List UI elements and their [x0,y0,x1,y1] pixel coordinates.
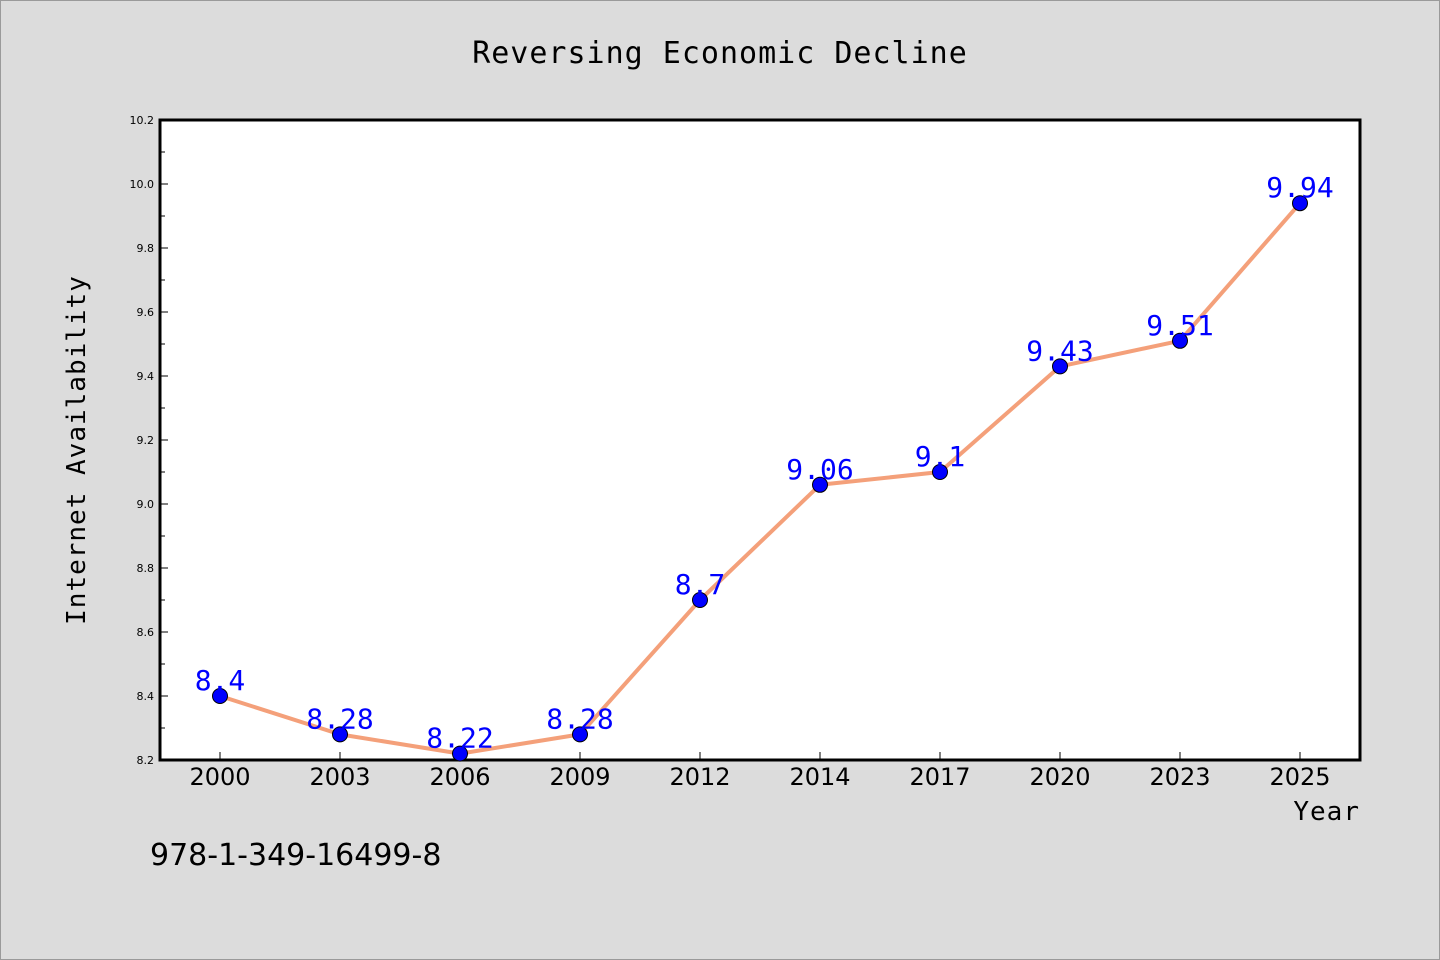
plot-area [158,118,1362,762]
data-label: 8.7 [675,568,726,601]
data-label: 8.28 [546,702,613,735]
data-label: 9.1 [915,440,966,473]
data-point[interactable] [1172,332,1188,349]
data-label: 8.22 [426,722,493,755]
x-tick-label: 2025 [1269,763,1330,791]
data-label: 9.94 [1266,171,1333,204]
y-tick-label: 10.0 [130,178,155,191]
y-tick-label: 9.2 [137,434,155,447]
series-line [218,201,1302,756]
y-tick-label: 8.6 [137,626,155,639]
y-tick-label: 8.8 [137,562,155,575]
isbn-text: 978-1-349-16499-8 [150,838,441,873]
data-point[interactable] [1292,195,1308,212]
x-tick-label: 2006 [429,763,490,791]
y-tick-label: 8.2 [137,754,155,767]
data-point[interactable] [452,745,468,762]
y-tick-label: 8.4 [137,690,155,703]
x-axis-label: Year [1293,797,1360,827]
y-tick-label: 10.2 [130,114,155,127]
data-label: 9.06 [786,453,853,486]
data-label: 9.43 [1026,334,1093,367]
data-point[interactable] [572,726,588,743]
y-tick-label: 9.4 [137,370,155,383]
y-axis-label: Internet Availability [62,275,92,625]
data-point[interactable] [932,464,948,480]
data-point[interactable] [212,688,228,704]
chart-title: Reversing Economic Decline [472,36,968,71]
x-tick-label: 2000 [189,763,250,791]
x-tick-label: 2009 [549,763,610,791]
x-tick-label: 2023 [1149,763,1210,791]
y-tick-label: 9.6 [137,306,155,319]
data-label: 8.4 [195,664,246,697]
x-tick-label: 2012 [669,763,730,791]
data-point[interactable] [332,726,348,743]
x-tick-label: 2017 [909,763,970,791]
data-label: 9.51 [1146,309,1213,342]
y-tick-label: 9.8 [137,242,155,255]
data-label: 8.28 [306,702,373,735]
x-tick-label: 2020 [1029,763,1090,791]
data-point[interactable] [812,476,828,493]
series-layer: 8.4 8.28 8.22 8.28 8.7 9.06 9.1 9.43 9.51 9.94 [195,171,1334,762]
x-tick-label: 2003 [309,763,370,791]
data-point[interactable] [1052,358,1068,375]
data-point[interactable] [692,592,708,608]
x-tick-label: 2014 [789,763,850,791]
y-tick-label: 9.0 [137,498,155,511]
y-axis: 8.2 8.4 8.6 8.8 9.0 9.2 9.4 9.6 9.8 10.0 10.2 [130,114,168,767]
x-axis: 2000 2003 2006 2009 2012 2014 2017 2020 2023 2025 [189,752,1331,791]
